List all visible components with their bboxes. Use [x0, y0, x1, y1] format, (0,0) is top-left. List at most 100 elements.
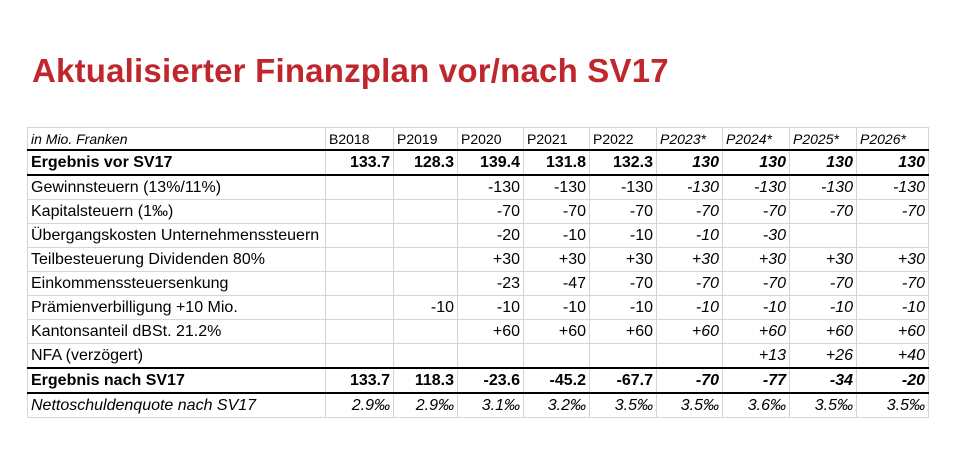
table-cell: 3.6‰	[722, 392, 790, 418]
table-cell: 130	[789, 149, 857, 176]
table-cell: -130	[589, 174, 657, 200]
table-cell	[325, 223, 394, 248]
column-header: P2020	[457, 127, 524, 151]
table-cell: -77	[722, 367, 790, 394]
column-header: P2023*	[656, 127, 723, 151]
table-cell	[393, 174, 458, 200]
table-cell: -10	[656, 295, 723, 320]
table-cell: 3.5‰	[856, 392, 929, 418]
table-cell: 139.4	[457, 149, 524, 176]
table-cell: 130	[856, 149, 929, 176]
table-cell	[325, 295, 394, 320]
table-cell: -70	[589, 199, 657, 224]
table-row: Kapitalsteuern (1‰) -70 -70 -70 -70 -70 -70 -70	[27, 199, 929, 224]
table-cell: +30	[523, 247, 590, 272]
row-label: Nettoschuldenquote nach SV17	[27, 392, 326, 418]
table-row: Übergangskosten Unternehmenssteuern -20 -1…	[27, 223, 929, 248]
table-row: Gewinnsteuern (13%/11%) -130 -130 -130 -130-…	[27, 174, 929, 200]
row-label: Kantonsanteil dBSt. 21.2%	[27, 319, 326, 344]
table-cell: +40	[856, 343, 929, 369]
table-cell	[656, 343, 723, 369]
table-row: Kantonsanteil dBSt. 21.2% +60 +60 +60 +60 +60…	[27, 319, 929, 344]
table-cell: -130	[722, 174, 790, 200]
table-cell: -130	[523, 174, 590, 200]
table-cell: +30	[589, 247, 657, 272]
table-cell: -23	[457, 271, 524, 296]
finance-plan-table: in Mio. Franken B2018 P2019 P2020 P2021 …	[27, 127, 929, 418]
table-cell: -70	[656, 271, 723, 296]
table-cell: -130	[789, 174, 857, 200]
table-cell: 130	[722, 149, 790, 176]
table-cell	[393, 271, 458, 296]
table-cell: -70	[789, 271, 857, 296]
table-cell: 128.3	[393, 149, 458, 176]
table-row: Ergebnis nach SV17 133.7 118.3 -23.6 -45.2 -6…	[27, 367, 929, 394]
table-cell	[393, 199, 458, 224]
table-cell: -70	[722, 199, 790, 224]
table-cell: 3.5‰	[589, 392, 657, 418]
table-cell: 118.3	[393, 367, 458, 394]
table-cell: +60	[656, 319, 723, 344]
table-cell: -130	[457, 174, 524, 200]
column-header: B2018	[325, 127, 394, 151]
table-row: Ergebnis vor SV17 133.7 128.3 139.4 131.8 132…	[27, 149, 929, 176]
table-cell: +30	[856, 247, 929, 272]
table-cell: -70	[789, 199, 857, 224]
column-header: P2025*	[789, 127, 857, 151]
table-cell: +60	[722, 319, 790, 344]
table-cell	[393, 247, 458, 272]
table-cell: +60	[589, 319, 657, 344]
table-cell	[393, 223, 458, 248]
table-cell: -10	[856, 295, 929, 320]
table-cell: +60	[856, 319, 929, 344]
table-cell: 132.3	[589, 149, 657, 176]
table-cell	[589, 343, 657, 369]
table-cell: -10	[589, 295, 657, 320]
table-cell	[856, 223, 929, 248]
table-cell: -70	[656, 367, 723, 394]
table-cell: -10	[789, 295, 857, 320]
row-label: Kapitalsteuern (1‰)	[27, 199, 326, 224]
table-cell: -70	[589, 271, 657, 296]
table-cell: -30	[722, 223, 790, 248]
table-row: NFA (verzögert) +13 +26 +40	[27, 343, 929, 369]
table-cell	[393, 343, 458, 369]
table-cell: -70	[722, 271, 790, 296]
table-row: Prämienverbilligung +10 Mio. -10 -10 -10 -10…	[27, 295, 929, 320]
row-label: Ergebnis nach SV17	[27, 367, 326, 394]
table-cell	[393, 319, 458, 344]
row-label: Ergebnis vor SV17	[27, 149, 326, 176]
table-cell: 133.7	[325, 367, 394, 394]
page-title: Aktualisierter Finanzplan vor/nach SV17	[32, 52, 669, 89]
table-cell: +30	[457, 247, 524, 272]
table-cell: -70	[656, 199, 723, 224]
column-header: P2026*	[856, 127, 929, 151]
table-row: Teilbesteuerung Dividenden 80% +30 +30 +30 +…	[27, 247, 929, 272]
table-cell: -20	[856, 367, 929, 394]
table-cell	[523, 343, 590, 369]
table-cell	[325, 199, 394, 224]
table-cell: +60	[457, 319, 524, 344]
table-cell	[457, 343, 524, 369]
table-cell: -70	[856, 271, 929, 296]
table-cell: 133.7	[325, 149, 394, 176]
table-cell: 3.1‰	[457, 392, 524, 418]
row-label: Gewinnsteuern (13%/11%)	[27, 174, 326, 200]
table-cell: -45.2	[523, 367, 590, 394]
table-cell: -34	[789, 367, 857, 394]
row-label: Prämienverbilligung +10 Mio.	[27, 295, 326, 320]
table-cell: -20	[457, 223, 524, 248]
table-cell: 3.2‰	[523, 392, 590, 418]
table-cell: -23.6	[457, 367, 524, 394]
table-cell: -130	[856, 174, 929, 200]
column-header: P2022	[589, 127, 657, 151]
table-cell: -10	[722, 295, 790, 320]
table-cell: -10	[589, 223, 657, 248]
table-cell: -130	[656, 174, 723, 200]
unit-label: in Mio. Franken	[27, 127, 326, 151]
table-cell: 131.8	[523, 149, 590, 176]
table-cell	[325, 174, 394, 200]
table-cell: +60	[789, 319, 857, 344]
column-header: P2024*	[722, 127, 790, 151]
table-cell: 2.9‰	[393, 392, 458, 418]
